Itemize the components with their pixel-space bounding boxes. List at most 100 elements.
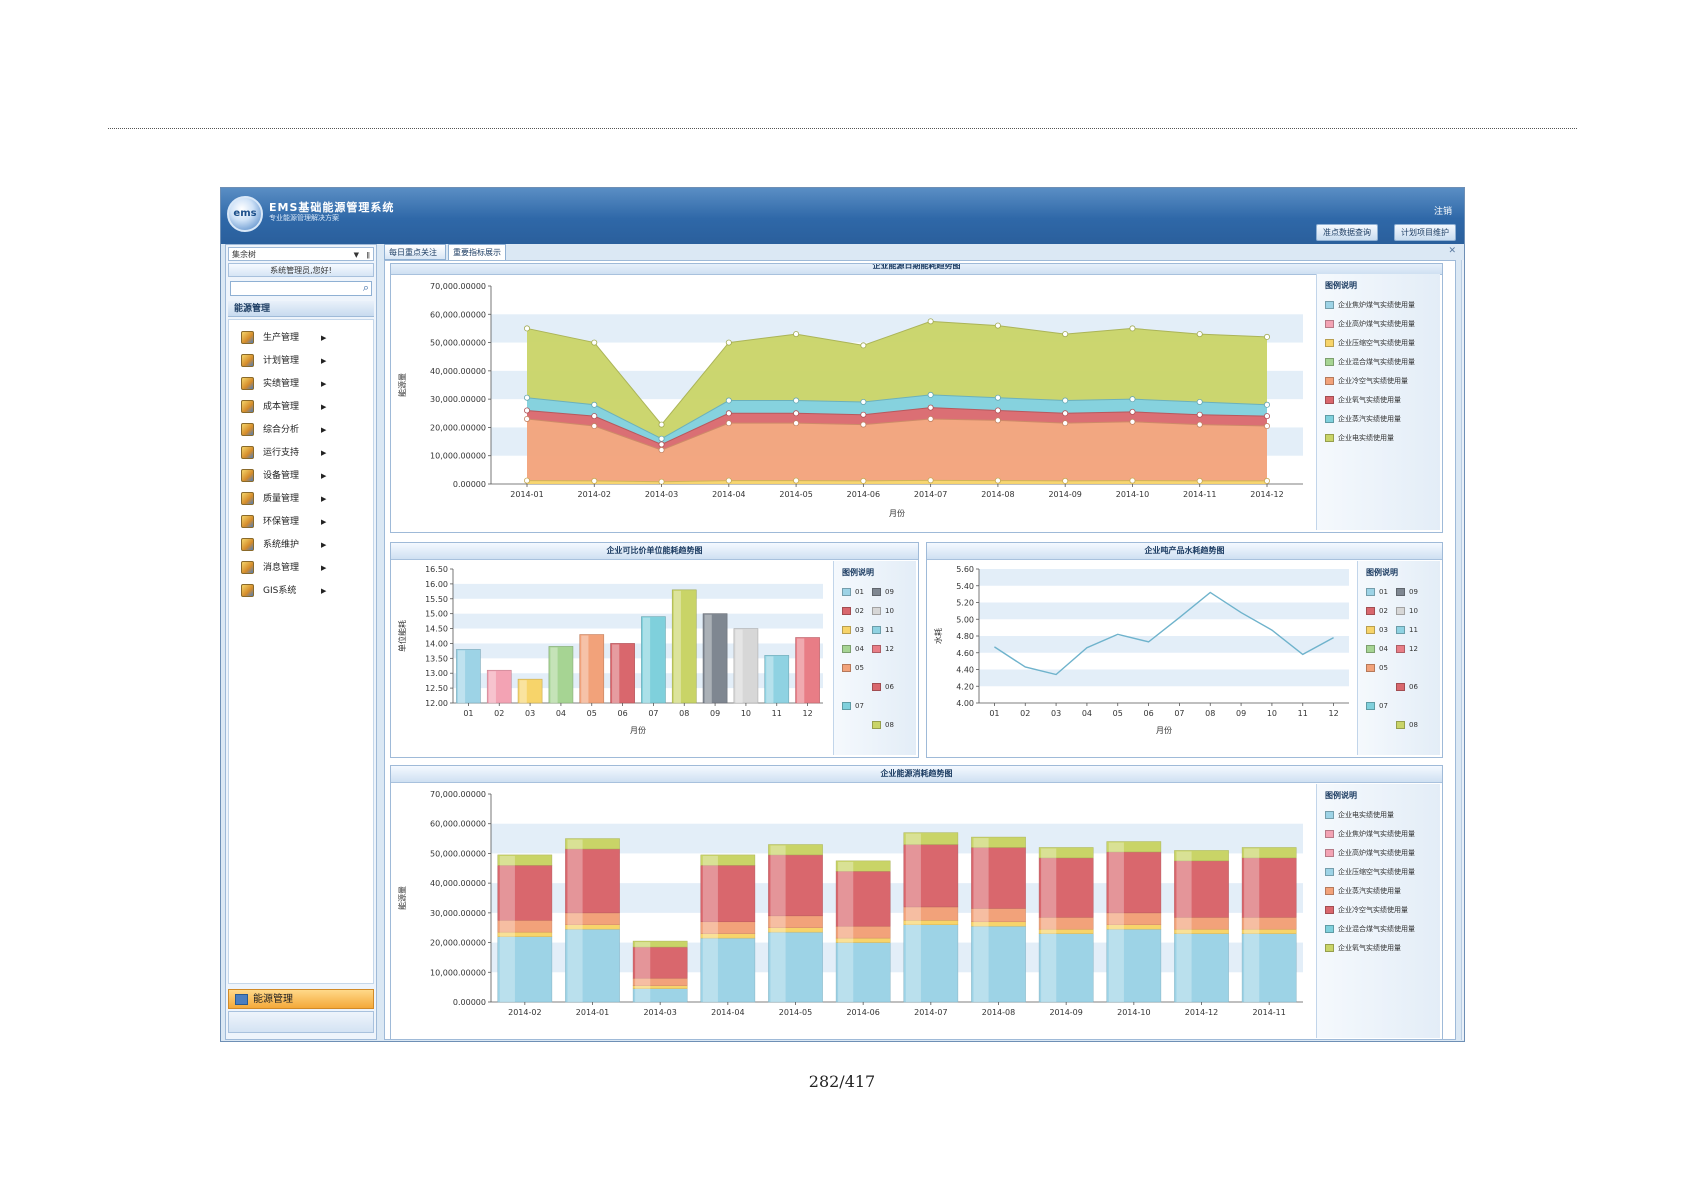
- search-icon[interactable]: ⌕: [362, 281, 369, 294]
- legend-swatch: [842, 626, 851, 634]
- area-point: [994, 407, 1001, 414]
- stacked-bar-segment: [971, 836, 1026, 848]
- y-tick-label: 5.60: [956, 565, 974, 574]
- area-point: [1264, 477, 1271, 484]
- close-icon[interactable]: ✕: [1448, 246, 1456, 256]
- legend-swatch: [842, 645, 851, 653]
- bar-highlight: [581, 635, 589, 703]
- sidebar-search-input[interactable]: ⌕: [230, 281, 372, 296]
- legend-title: 图例说明: [842, 568, 874, 577]
- menu-item-quality[interactable]: 质量管理 ▶: [237, 489, 357, 509]
- legend-label: 02: [1379, 607, 1388, 615]
- chevron-down-icon[interactable]: ▼: [353, 251, 359, 259]
- area-point: [523, 415, 530, 422]
- toplink-point-data-query[interactable]: 准点数据查询: [1316, 224, 1378, 241]
- y-axis-label: 能源量: [397, 886, 407, 910]
- menu-item-actual[interactable]: 实绩管理 ▶: [237, 374, 357, 394]
- x-tick-label: 06: [1143, 709, 1153, 718]
- stacked-bar-segment: [497, 865, 553, 921]
- menu-item-plan[interactable]: 计划管理 ▶: [237, 351, 357, 371]
- x-tick-label: 2014-11: [1252, 1008, 1285, 1017]
- area-point: [1196, 398, 1203, 405]
- stacked-bar-segment: [835, 942, 891, 1003]
- tab-daily-focus[interactable]: 每日重点关注: [384, 244, 446, 260]
- area-point: [927, 404, 934, 411]
- tab-key-indicators[interactable]: 重要指标展示: [448, 244, 506, 260]
- area-point: [1196, 331, 1203, 338]
- x-tick-label: 2014-08: [982, 1008, 1015, 1017]
- area-series: [527, 418, 1267, 482]
- area-series-line: [526, 320, 1268, 426]
- menu-item-production[interactable]: 生产管理 ▶: [237, 328, 357, 348]
- panel-unit-energy-trend: 企业可比价单位能耗趋势图 12.00 12.50 13.00 13.50 14.00 14…: [390, 542, 919, 758]
- content-scrollbar[interactable]: ▲ ≡ ▼: [1461, 260, 1465, 1040]
- bar: [795, 637, 820, 704]
- menu-item-gis[interactable]: GIS系统 ▶: [237, 581, 357, 601]
- legend-label: 11: [885, 626, 894, 634]
- area-point: [793, 331, 800, 338]
- legend-swatch: [872, 683, 881, 691]
- logout-link[interactable]: 注销: [1433, 207, 1452, 217]
- x-tick-label: 03: [1051, 709, 1061, 718]
- bar: [671, 589, 697, 704]
- app-header: ems EMS基础能源管理系统 专业能源管理解决方案 注销 准点数据查询 计划项…: [221, 188, 1464, 244]
- x-tick-label: 2014-05: [779, 1008, 812, 1017]
- legend-swatch: [1325, 320, 1334, 328]
- energy-management-icon: [235, 994, 248, 1005]
- menu-item-analysis[interactable]: 综合分析 ▶: [237, 420, 357, 440]
- panel-energy-consumption-trend: 企业能源消耗趋势图 0.00000 10,000.00000 20,000.0000…: [390, 765, 1443, 1039]
- sidebar-select-value: 集余树: [232, 250, 256, 259]
- menu-item-system-maintenance[interactable]: 系统维护 ▶: [237, 535, 357, 555]
- sidebar-section-title: 能源管理: [228, 301, 374, 317]
- sidebar-energy-management-tab[interactable]: 能源管理: [228, 989, 374, 1009]
- x-axis-label: 月份: [630, 725, 646, 735]
- legend-swatch: [1396, 626, 1405, 634]
- bar-highlight: [673, 590, 681, 703]
- scroll-thumb[interactable]: [1464, 272, 1465, 672]
- legend-swatch: [872, 626, 881, 634]
- y-tick-label: 10,000.00000: [430, 968, 486, 977]
- y-tick-label: 70,000.00000: [430, 790, 486, 799]
- y-tick-label: 40,000.00000: [430, 367, 486, 376]
- area-point: [591, 477, 598, 484]
- stacked-bar-segment: [1241, 857, 1297, 918]
- y-tick-label: 15.00: [425, 610, 448, 619]
- grid-band: [491, 942, 1303, 973]
- menu-item-cost[interactable]: 成本管理 ▶: [237, 397, 357, 417]
- sidebar-select[interactable]: 集余树 ▼ ǁ: [228, 247, 374, 261]
- actual-icon: [241, 377, 254, 390]
- app-subtitle: 专业能源管理解决方案: [269, 214, 339, 222]
- page-top-rule: [108, 128, 1577, 129]
- area-point: [793, 397, 800, 404]
- y-tick-label: 4.60: [956, 649, 974, 658]
- legend-label: 企业焦炉煤气实绩使用量: [1338, 301, 1415, 309]
- x-tick-label: 07: [648, 709, 658, 718]
- area-point: [1264, 333, 1271, 340]
- bar-highlight: [519, 680, 527, 703]
- pin-icon[interactable]: ǁ: [366, 251, 370, 259]
- legend-label: 06: [885, 683, 894, 691]
- toplink-plan-project-maintenance[interactable]: 计划项目维护: [1394, 224, 1456, 241]
- y-tick-label: 10,000.00000: [430, 452, 486, 461]
- bar-highlight: [1041, 848, 1057, 1002]
- bar: [641, 616, 666, 704]
- x-tick-label: 2014-12: [1185, 1008, 1218, 1017]
- stacked-bar-segment: [768, 854, 823, 917]
- message-icon: [241, 561, 254, 574]
- legend-swatch: [1366, 645, 1375, 653]
- area-point: [994, 477, 1001, 484]
- y-tick-label: 20,000.00000: [430, 939, 486, 948]
- x-tick-label: 2014-01: [510, 490, 543, 499]
- support-icon: [241, 446, 254, 459]
- chevron-right-icon: ▶: [321, 449, 327, 457]
- menu-item-equipment[interactable]: 设备管理 ▶: [237, 466, 357, 486]
- legend-swatch: [1396, 645, 1405, 653]
- chevron-right-icon: ▶: [321, 403, 327, 411]
- menu-item-environment[interactable]: 环保管理 ▶: [237, 512, 357, 532]
- area-point: [725, 410, 732, 417]
- stacked-bar-segment: [700, 854, 756, 866]
- y-tick-label: 4.40: [956, 666, 974, 675]
- stacked-bar-segment: [768, 844, 823, 856]
- menu-item-operation-support[interactable]: 运行支持 ▶: [237, 443, 357, 463]
- menu-item-message[interactable]: 消息管理 ▶: [237, 558, 357, 578]
